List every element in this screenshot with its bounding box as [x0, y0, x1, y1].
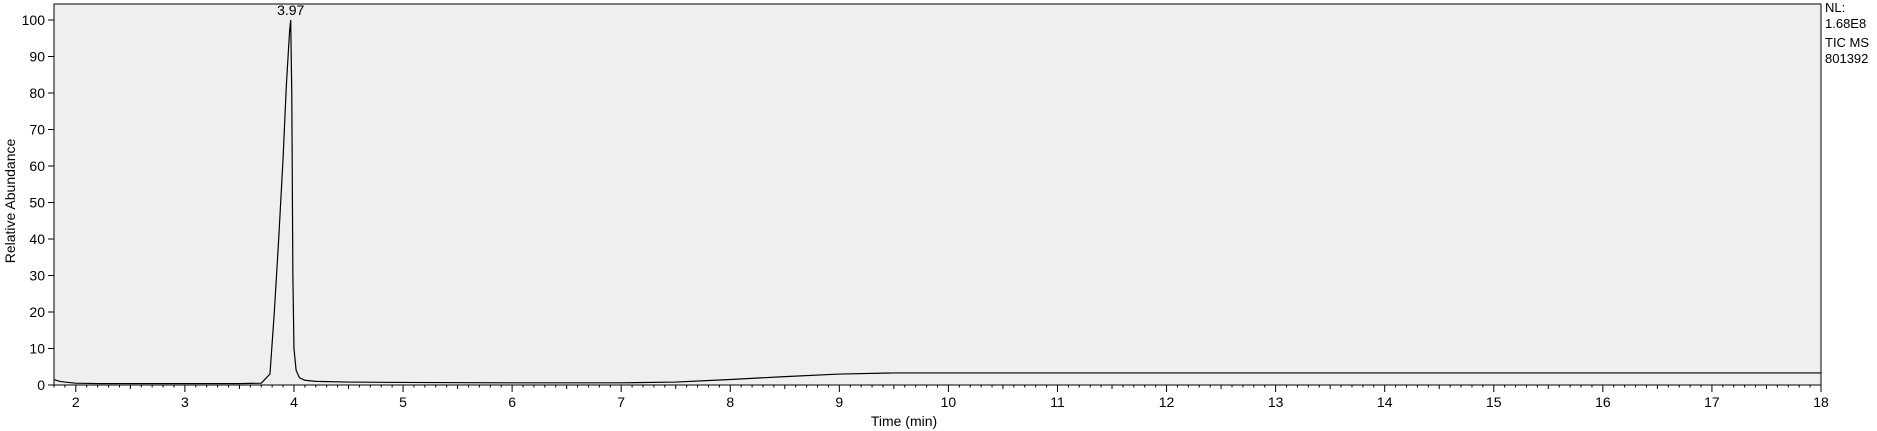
peak-label: 3.97: [277, 2, 304, 18]
x-tick-label: 3: [181, 394, 189, 410]
x-axis: 2 3 4 5 6 7 8 9 10 11 12 13 14 15 16 17 18: [53, 385, 1829, 410]
y-tick-label: 20: [29, 304, 45, 320]
y-axis-title: Relative Abundance: [2, 139, 18, 264]
x-tick-label: 16: [1595, 394, 1611, 410]
x-tick-label: 4: [290, 394, 298, 410]
raw-file-name: 801392: [1825, 51, 1869, 66]
x-tick-label: 8: [726, 394, 734, 410]
x-tick-label: 6: [508, 394, 516, 410]
x-tick-label: 11: [1050, 394, 1065, 410]
y-tick-label: 50: [29, 195, 45, 211]
y-tick-label: 70: [29, 122, 45, 138]
x-tick-label: 18: [1813, 394, 1829, 410]
y-tick-label: 100: [22, 12, 46, 28]
x-tick-label: 13: [1268, 394, 1284, 410]
y-tick-label: 80: [29, 85, 45, 101]
x-tick-label: 14: [1377, 394, 1393, 410]
y-tick-label: 40: [29, 231, 45, 247]
y-tick-label: 30: [29, 268, 45, 284]
plot-area: [53, 3, 1822, 386]
y-tick-label: 60: [29, 158, 45, 174]
trace-type-label: TIC MS: [1825, 35, 1870, 50]
tic-trace-line: [53, 19, 1821, 385]
peak-annotations: 3.97: [277, 2, 304, 18]
y-tick-label: 0: [37, 377, 45, 393]
nl-value: 1.68E8: [1825, 16, 1867, 31]
x-tick-label: 12: [1159, 394, 1175, 410]
x-tick-label: 2: [72, 394, 80, 410]
x-tick-label: 10: [941, 394, 957, 410]
x-axis-title: Time (min): [871, 413, 937, 429]
x-tick-label: 7: [617, 394, 625, 410]
x-tick-label: 15: [1486, 394, 1502, 410]
y-axis: 0 10 20 30 40 50 60 70 80 90 100: [22, 12, 54, 393]
x-tick-label: 17: [1704, 394, 1720, 410]
y-tick-label: 10: [29, 341, 45, 357]
x-tick-label: 9: [835, 394, 843, 410]
nl-label: NL:: [1825, 0, 1846, 15]
y-tick-label: 90: [29, 49, 45, 65]
x-tick-label: 5: [399, 394, 407, 410]
